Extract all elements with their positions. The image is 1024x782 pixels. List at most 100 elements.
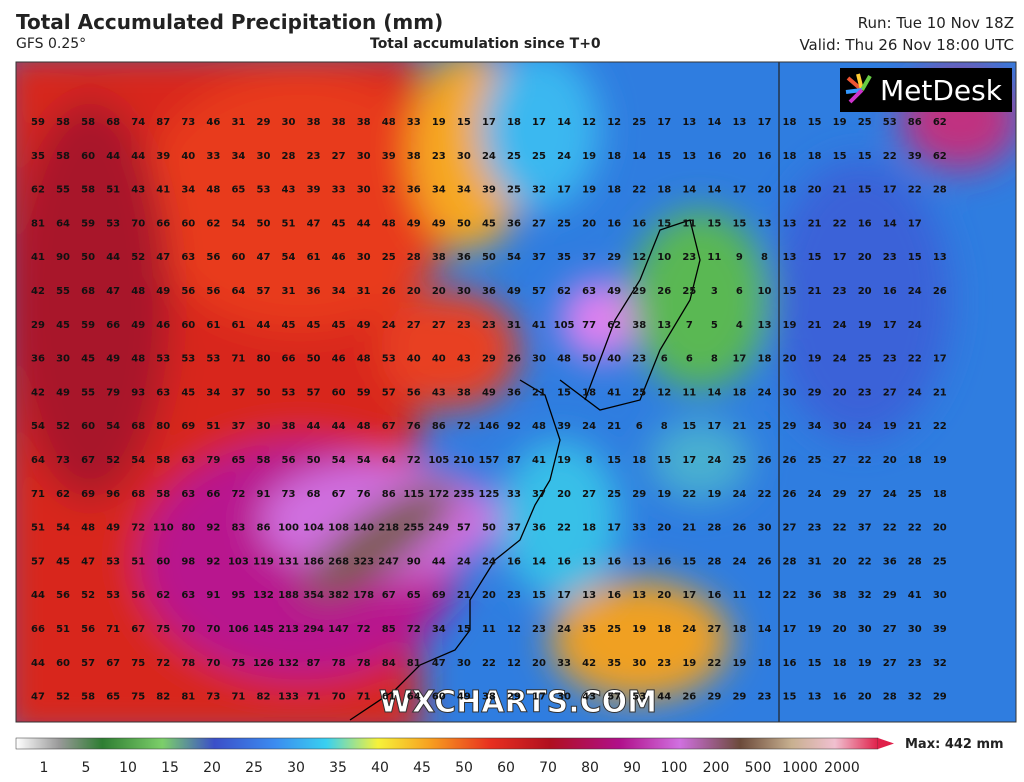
grid-value: 53 xyxy=(206,354,220,365)
grid-value: 13 xyxy=(657,320,671,331)
grid-value: 33 xyxy=(632,523,646,534)
grid-value: 16 xyxy=(632,218,646,229)
grid-value: 12 xyxy=(507,658,521,669)
grid-value: 15 xyxy=(557,387,571,398)
grid-value: 15 xyxy=(457,624,471,635)
grid-value: 17 xyxy=(783,624,797,635)
grid-value: 13 xyxy=(732,117,746,128)
grid-value: 18 xyxy=(757,658,771,669)
grid-value: 45 xyxy=(81,354,95,365)
grid-value: 66 xyxy=(206,489,220,500)
grid-value: 15 xyxy=(457,117,471,128)
grid-value: 67 xyxy=(106,658,120,669)
colorbar xyxy=(15,737,879,750)
grid-value: 36 xyxy=(407,185,421,196)
grid-value: 40 xyxy=(181,151,195,162)
grid-value: 32 xyxy=(532,185,546,196)
grid-value: 29 xyxy=(31,320,45,331)
grid-value: 30 xyxy=(357,185,371,196)
grid-value: 27 xyxy=(407,320,421,331)
grid-value: 53 xyxy=(256,185,270,196)
grid-value: 48 xyxy=(382,117,396,128)
grid-value: 186 xyxy=(303,556,324,567)
grid-value: 34 xyxy=(432,185,446,196)
grid-value: 27 xyxy=(783,523,797,534)
grid-value: 30 xyxy=(256,421,270,432)
grid-value: 16 xyxy=(657,556,671,567)
grid-value: 18 xyxy=(783,117,797,128)
grid-value: 47 xyxy=(307,218,321,229)
grid-value: 56 xyxy=(81,624,95,635)
grid-value: 61 xyxy=(382,692,396,703)
grid-value: 19 xyxy=(582,185,596,196)
grid-value: 247 xyxy=(378,556,399,567)
grid-value: 22 xyxy=(883,151,897,162)
grid-value: 110 xyxy=(153,523,174,534)
grid-value: 17 xyxy=(557,590,571,601)
grid-value: 17 xyxy=(732,354,746,365)
grid-value: 22 xyxy=(933,421,947,432)
grid-value: 21 xyxy=(532,387,546,398)
colorbar-tick-label: 45 xyxy=(413,760,431,776)
grid-value: 90 xyxy=(407,556,421,567)
grid-value: 19 xyxy=(933,455,947,466)
grid-value: 145 xyxy=(253,624,274,635)
grid-value: 19 xyxy=(682,658,696,669)
subtitle: Total accumulation since T+0 xyxy=(370,36,601,52)
grid-value: 49 xyxy=(106,354,120,365)
grid-value: 30 xyxy=(757,523,771,534)
grid-value: 30 xyxy=(933,590,947,601)
grid-value: 65 xyxy=(407,590,421,601)
colorbar-tick-label: 500 xyxy=(745,760,772,776)
model: GFS 0.25° xyxy=(16,36,87,52)
grid-value: 53 xyxy=(382,354,396,365)
grid-value: 13 xyxy=(632,556,646,567)
grid-value: 69 xyxy=(81,489,95,500)
grid-value: 46 xyxy=(156,320,170,331)
grid-value: 44 xyxy=(31,658,45,669)
grid-value: 27 xyxy=(833,455,847,466)
grid-value: 16 xyxy=(707,151,721,162)
grid-value: 25 xyxy=(858,354,872,365)
grid-value: 31 xyxy=(282,286,296,297)
grid-value: 54 xyxy=(106,421,120,432)
grid-value: 53 xyxy=(632,692,646,703)
grid-value: 42 xyxy=(31,286,45,297)
grid-value: 19 xyxy=(808,354,822,365)
grid-value: 57 xyxy=(81,658,95,669)
grid-value: 19 xyxy=(732,658,746,669)
grid-value: 24 xyxy=(582,421,596,432)
grid-value: 63 xyxy=(181,590,195,601)
grid-value: 34 xyxy=(332,286,346,297)
grid-value: 60 xyxy=(56,658,70,669)
grid-value: 29 xyxy=(482,354,496,365)
grid-value: 31 xyxy=(357,286,371,297)
grid-value: 28 xyxy=(783,556,797,567)
grid-value: 92 xyxy=(206,523,220,534)
grid-value: 25 xyxy=(532,151,546,162)
grid-value: 25 xyxy=(858,117,872,128)
grid-value: 92 xyxy=(206,556,220,567)
grid-value: 25 xyxy=(607,624,621,635)
grid-value: 23 xyxy=(532,624,546,635)
grid-value: 23 xyxy=(858,387,872,398)
colorbar-tick-label: 2000 xyxy=(824,760,860,776)
grid-value: 45 xyxy=(181,387,195,398)
grid-value: 16 xyxy=(757,151,771,162)
grid-value: 63 xyxy=(156,387,170,398)
grid-value: 40 xyxy=(432,354,446,365)
grid-value: 69 xyxy=(181,421,195,432)
grid-value: 12 xyxy=(657,387,671,398)
grid-value: 50 xyxy=(256,387,270,398)
grid-value: 22 xyxy=(908,185,922,196)
grid-value: 23 xyxy=(307,151,321,162)
grid-value: 28 xyxy=(883,692,897,703)
grid-value: 62 xyxy=(933,151,947,162)
grid-value: 38 xyxy=(307,117,321,128)
grid-value: 36 xyxy=(457,252,471,263)
grid-value: 50 xyxy=(307,354,321,365)
grid-value: 22 xyxy=(858,455,872,466)
grid-value: 15 xyxy=(808,658,822,669)
grid-value: 58 xyxy=(81,185,95,196)
grid-value: 34 xyxy=(206,387,220,398)
